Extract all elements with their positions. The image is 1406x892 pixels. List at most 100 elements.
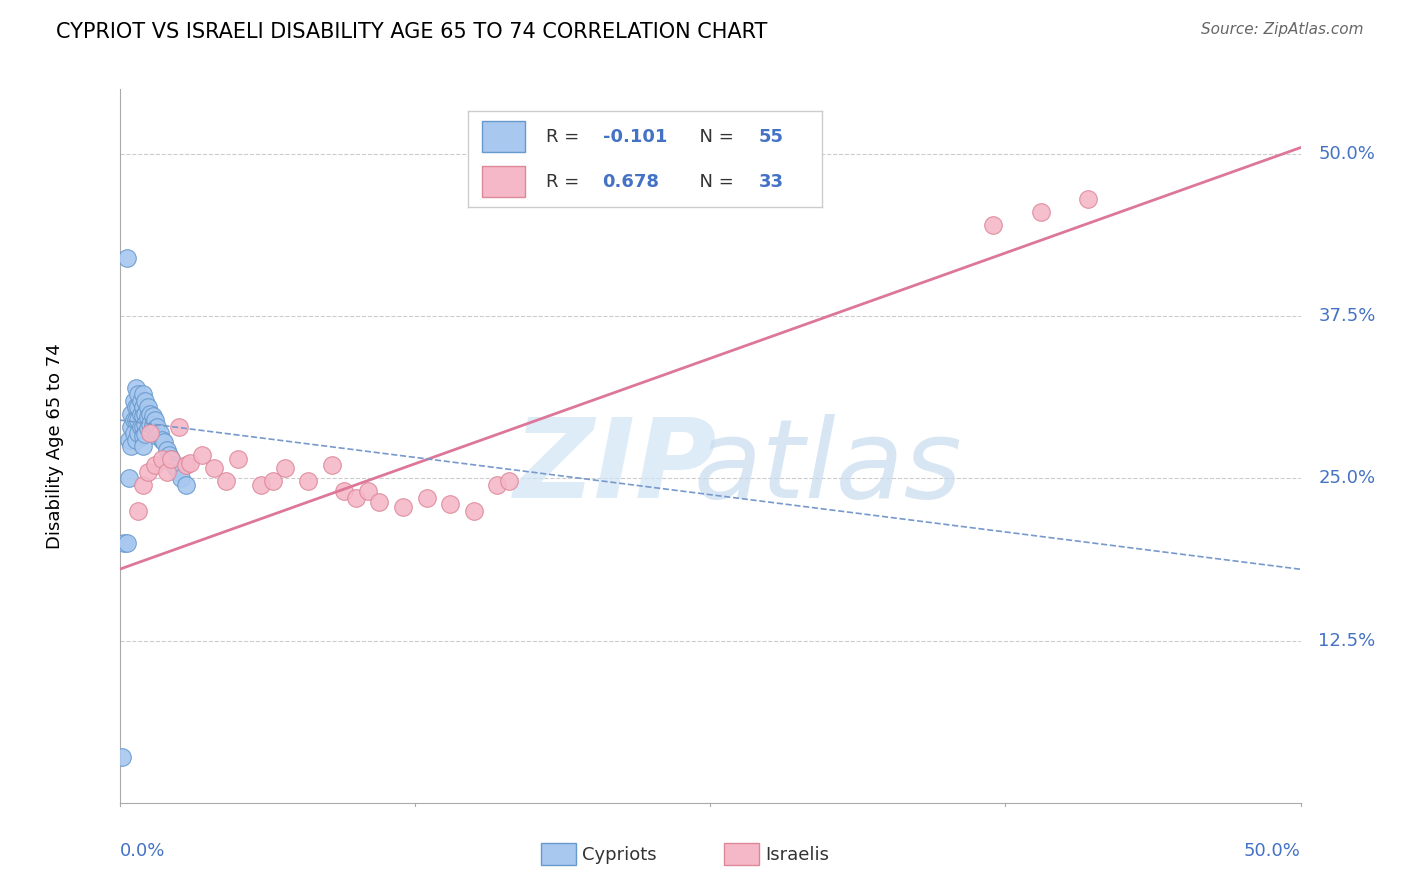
Point — [132, 478, 155, 492]
Point — [143, 422, 166, 436]
Text: atlas: atlas — [693, 414, 963, 521]
Point — [174, 478, 197, 492]
Point — [160, 452, 183, 467]
Point — [127, 425, 149, 440]
Point — [132, 400, 155, 414]
Point — [156, 442, 179, 457]
Point — [274, 461, 297, 475]
Point — [167, 465, 190, 479]
Point — [112, 536, 135, 550]
Point — [134, 407, 156, 421]
Point — [165, 461, 187, 475]
Point — [142, 418, 165, 433]
Point — [122, 413, 145, 427]
Point — [134, 393, 156, 408]
Point — [1029, 205, 1052, 219]
Point — [250, 478, 273, 492]
Point — [132, 428, 155, 442]
Text: 50.0%: 50.0% — [1244, 842, 1301, 860]
Point — [142, 409, 165, 424]
Point — [120, 439, 142, 453]
Text: Disability Age 65 to 74: Disability Age 65 to 74 — [45, 343, 63, 549]
Point — [174, 458, 197, 473]
Point — [157, 448, 180, 462]
Point — [127, 413, 149, 427]
Point — [127, 400, 149, 414]
Text: 50.0%: 50.0% — [1319, 145, 1375, 163]
Point — [156, 465, 179, 479]
Point — [132, 439, 155, 453]
Point — [356, 484, 378, 499]
Point — [127, 504, 149, 518]
Point — [120, 407, 142, 421]
Point — [297, 474, 319, 488]
Point — [127, 387, 149, 401]
Point — [134, 417, 156, 431]
Point — [463, 504, 485, 518]
Point — [262, 474, 284, 488]
Point — [191, 448, 214, 462]
Point — [498, 474, 520, 488]
Point — [129, 393, 152, 408]
Point — [368, 495, 391, 509]
Point — [120, 419, 142, 434]
Point — [153, 435, 176, 450]
Point — [136, 400, 159, 414]
Point — [132, 409, 155, 424]
Point — [134, 427, 156, 442]
Point — [122, 425, 145, 440]
Point — [129, 407, 152, 421]
Point — [125, 413, 148, 427]
Point — [215, 474, 238, 488]
Text: 0.0%: 0.0% — [120, 842, 165, 860]
Point — [179, 456, 201, 470]
Point — [983, 219, 1005, 233]
Point — [111, 750, 134, 764]
Point — [136, 465, 159, 479]
Text: ZIP: ZIP — [513, 414, 717, 521]
Point — [125, 433, 148, 447]
Point — [146, 419, 169, 434]
Point — [149, 425, 172, 440]
Point — [139, 407, 162, 421]
Point — [125, 400, 148, 414]
Point — [202, 461, 225, 475]
Text: Cypriots: Cypriots — [582, 846, 657, 863]
Point — [136, 421, 159, 435]
Point — [125, 381, 148, 395]
Point — [226, 452, 249, 467]
Point — [129, 419, 152, 434]
Point — [415, 491, 437, 505]
Text: 12.5%: 12.5% — [1319, 632, 1375, 649]
Point — [139, 425, 162, 440]
Point — [115, 251, 138, 265]
Text: Source: ZipAtlas.com: Source: ZipAtlas.com — [1201, 22, 1364, 37]
Text: Israelis: Israelis — [765, 846, 830, 863]
Point — [143, 413, 166, 427]
Point — [167, 419, 190, 434]
Point — [163, 458, 186, 473]
Point — [146, 428, 169, 442]
Point — [150, 452, 173, 467]
Point — [132, 419, 155, 434]
Point — [150, 433, 173, 447]
Point — [136, 410, 159, 425]
Point — [115, 536, 138, 550]
Point — [392, 500, 415, 514]
Point — [143, 458, 166, 473]
Point — [122, 393, 145, 408]
Text: 37.5%: 37.5% — [1319, 307, 1375, 326]
Point — [118, 433, 141, 447]
Point — [118, 471, 141, 485]
Point — [486, 478, 509, 492]
Point — [344, 491, 367, 505]
Point — [139, 417, 162, 431]
Point — [1077, 193, 1099, 207]
Point — [321, 458, 343, 473]
Point — [170, 471, 193, 485]
Text: CYPRIOT VS ISRAELI DISABILITY AGE 65 TO 74 CORRELATION CHART: CYPRIOT VS ISRAELI DISABILITY AGE 65 TO … — [56, 22, 768, 42]
Text: 25.0%: 25.0% — [1319, 469, 1375, 487]
Point — [333, 484, 356, 499]
Point — [439, 497, 461, 511]
Point — [132, 387, 155, 401]
